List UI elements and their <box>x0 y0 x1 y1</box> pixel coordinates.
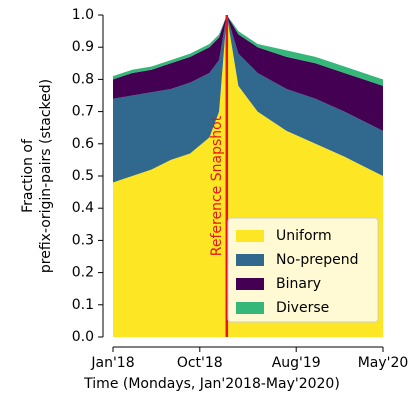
legend-label: No-prepend <box>276 252 359 268</box>
legend-label: Diverse <box>276 300 329 316</box>
x-tick-label: Jan'18 <box>90 355 134 371</box>
y-tick-label: 0.0 <box>72 329 94 345</box>
legend-label: Uniform <box>276 228 332 244</box>
y-tick-label: 0.6 <box>72 136 94 152</box>
y-tick-label: 0.4 <box>72 200 94 216</box>
legend-swatch <box>236 302 264 314</box>
y-tick-label: 0.3 <box>72 232 94 248</box>
area <box>113 15 383 131</box>
legend: Uniform No-prepend Binary Diverse <box>227 217 379 323</box>
y-tick-label: 1.0 <box>72 7 94 23</box>
y-tick-label: 0.2 <box>72 265 94 281</box>
legend-box <box>227 217 379 323</box>
reference-label: Reference Snapshot <box>209 115 225 256</box>
legend-label: Binary <box>276 276 321 292</box>
area <box>113 15 383 183</box>
y-tick-label: 0.7 <box>72 104 94 120</box>
x-tick-label: May'20 <box>358 355 409 371</box>
legend-swatch <box>236 278 264 290</box>
y-axis-label: Fraction of <box>20 138 36 213</box>
legend-swatch <box>236 230 264 242</box>
x-tick-label: Oct'18 <box>177 355 223 371</box>
y-tick-label: 0.1 <box>72 297 94 313</box>
x-axis-label: Time (Mondays, Jan'2018-May'2020) <box>83 376 340 392</box>
y-tick-label: 0.9 <box>72 39 94 55</box>
y-tick-label: 0.5 <box>72 168 94 184</box>
legend-swatch <box>236 254 264 266</box>
x-tick-label: Aug'19 <box>272 355 321 371</box>
y-axis-label: prefix-origin-pairs (stacked) <box>38 79 54 273</box>
y-tick-label: 0.8 <box>72 71 94 87</box>
